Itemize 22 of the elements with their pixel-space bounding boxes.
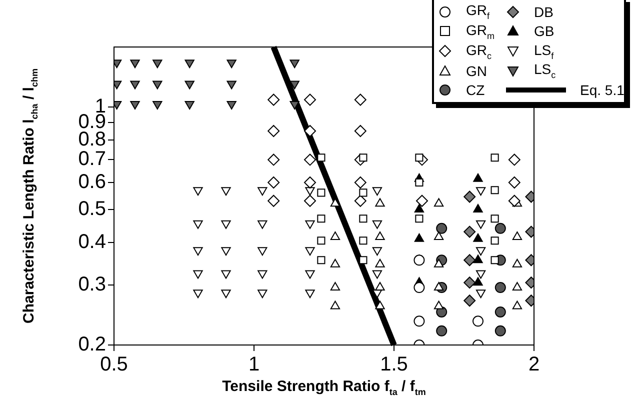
legend-label: GN (466, 62, 487, 79)
legend-label: DB (534, 4, 554, 20)
legend-label: LS$_{c}$ (534, 61, 556, 80)
legend-label: CZ (466, 82, 485, 98)
y-tick-label: 0.2 (78, 334, 106, 356)
legend-label: GB (534, 23, 554, 40)
y-tick-label: 0.5 (78, 198, 106, 220)
x-tick-label: 0.5 (100, 354, 128, 376)
legend-label: Eq. 5.1 (580, 82, 624, 98)
legend-label: GR$_{m}$ (466, 22, 494, 41)
y-tick-label: 0.7 (78, 148, 106, 170)
x-tick-label: 1 (248, 354, 260, 376)
legend-label: LS$_{f}$ (534, 42, 554, 60)
x-tick-label: 1.5 (380, 354, 408, 376)
legend-label: GR$_{f}$ (466, 2, 490, 22)
y-tick-label: 0.8 (78, 128, 106, 150)
legend-label: GR$_{c}$ (466, 42, 492, 60)
y-tick-label: 0.6 (78, 171, 106, 194)
y-tick-label: 0.4 (78, 231, 106, 253)
y-tick-label: 0.3 (78, 274, 106, 296)
x-axis-title: Tensile Strength Ratio f$_{ta}$ / f$_{tm}$ (221, 378, 427, 397)
x-tick-label: 2 (528, 354, 540, 376)
